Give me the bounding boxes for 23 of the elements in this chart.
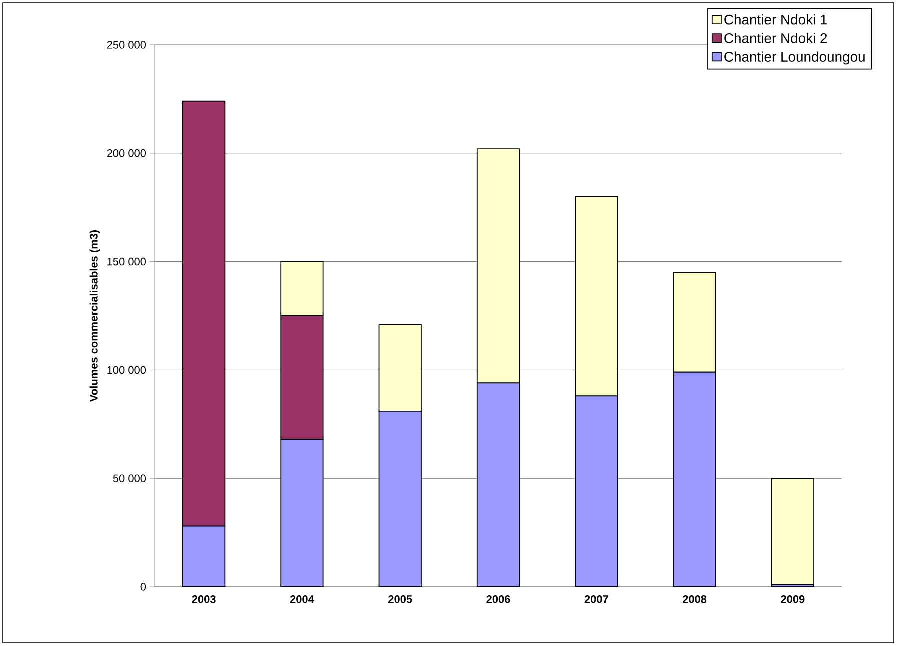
bar	[280, 439, 324, 587]
y-tick-label: 100 000	[108, 366, 146, 374]
y-tick-label: 0	[140, 583, 146, 591]
bar	[378, 410, 422, 587]
y-tick-label: 50 000	[113, 474, 146, 482]
x-tick-label: 2005	[388, 596, 412, 604]
x-tick-label: 2004	[290, 596, 314, 604]
bar	[673, 372, 716, 587]
y-tick-label: 250 000	[107, 41, 146, 49]
bar	[575, 396, 618, 587]
bar	[182, 526, 226, 587]
x-tick-label: 2003	[192, 596, 216, 604]
legend-label: Chantier Ndoki 1	[724, 14, 828, 25]
legend-label: Chantier Ndoki 2	[724, 33, 828, 44]
x-tick-label: 2006	[486, 596, 510, 604]
x-tick-label: 2009	[781, 596, 805, 604]
x-tick-label: 2007	[584, 596, 608, 604]
y-axis-title: Volumes commercialisables (m3)	[90, 230, 100, 402]
y-tick-label: 200 000	[107, 150, 146, 158]
bar	[476, 382, 520, 587]
legend-label: Chantier Loundoungou	[724, 52, 865, 65]
x-tick-label: 2008	[682, 596, 707, 604]
y-tick-label: 150 000	[108, 258, 146, 266]
